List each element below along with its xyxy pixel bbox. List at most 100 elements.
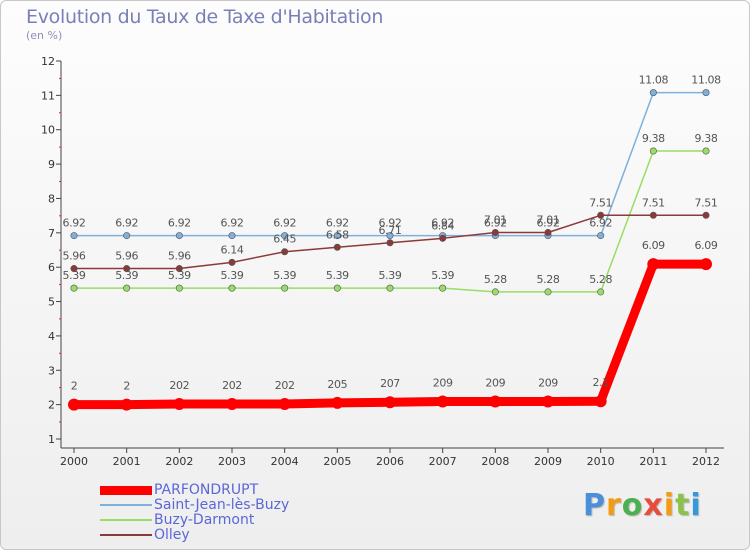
y-tick-label: 3: [48, 364, 55, 377]
data-label: 6.92: [431, 217, 454, 230]
data-label: 6.92: [537, 217, 560, 230]
legend-label: Buzy-Darmont: [154, 512, 255, 528]
brand-letter: r: [606, 488, 622, 523]
data-label: 5.39: [115, 269, 138, 282]
data-label: 5.39: [379, 269, 402, 282]
data-point: [649, 89, 657, 97]
data-label: 6.92: [589, 217, 612, 230]
y-tick-label: 4: [48, 330, 55, 343]
y-tick-label: 5: [48, 296, 55, 309]
data-label: 5.28: [484, 273, 507, 286]
y-tick-label: 10: [41, 124, 55, 137]
data-point: [491, 228, 499, 236]
data-label: 6.45: [273, 233, 296, 246]
series-line-saint-jean-l-s-buzy: [73, 91, 707, 237]
data-label: 7.51: [695, 196, 718, 209]
data-label: 2: [71, 380, 78, 393]
data-label: 11.08: [639, 74, 669, 87]
data-point: [278, 397, 291, 410]
data-label: 7.51: [642, 196, 665, 209]
chart-unit: (en %): [26, 29, 63, 42]
y-tick-label: 9: [48, 158, 55, 171]
data-point: [649, 211, 657, 219]
x-tick-label: 2009: [534, 455, 562, 468]
data-label: 5.39: [273, 269, 296, 282]
proxiti-logo: Proxiti: [583, 488, 702, 523]
legend-label: Olley: [154, 527, 190, 543]
data-point: [228, 258, 236, 266]
data-point: [597, 211, 605, 219]
x-tick-label: 2007: [429, 455, 457, 468]
y-tick-label: 7: [48, 227, 55, 240]
data-point: [544, 288, 552, 296]
data-label: 209: [538, 377, 558, 390]
x-tick-label: 2000: [60, 455, 88, 468]
x-tick-label: 2012: [692, 455, 720, 468]
legend-label: PARFONDRUPT: [154, 482, 259, 498]
data-label: 209: [485, 377, 505, 390]
data-point: [544, 228, 552, 236]
data-point: [228, 284, 236, 292]
data-label: 5.39: [326, 269, 349, 282]
data-point: [333, 284, 341, 292]
data-label: 2: [123, 380, 130, 393]
brand-letter: i: [690, 488, 702, 523]
data-point: [702, 89, 710, 97]
data-point: [70, 284, 78, 292]
legend-swatch: [100, 519, 152, 521]
data-point: [700, 258, 712, 271]
data-point: [384, 396, 396, 409]
data-point: [175, 265, 183, 273]
data-label: 9.38: [695, 132, 718, 145]
data-point: [386, 232, 394, 240]
data-label: 5.39: [63, 269, 86, 282]
data-point: [386, 239, 394, 247]
brand-letter: o: [621, 488, 644, 523]
data-label: 5.96: [63, 250, 86, 263]
y-tick-label: 6: [48, 261, 55, 274]
data-label: 5.39: [431, 269, 454, 282]
data-label: 5.39: [168, 269, 191, 282]
data-label: 6.92: [63, 217, 86, 230]
y-tick-label: 2: [48, 399, 55, 412]
data-label: 5.96: [115, 250, 138, 263]
x-tick-label: 2006: [376, 455, 404, 468]
y-tick-label: 12: [41, 55, 55, 68]
data-label: 207: [380, 377, 400, 390]
data-label: 6.14: [221, 243, 244, 256]
x-tick-label: 2010: [587, 455, 615, 468]
data-label: 2.1: [593, 376, 609, 389]
data-label: 6.92: [221, 217, 244, 230]
brand-letter: x: [643, 488, 664, 523]
data-point: [439, 234, 447, 242]
data-point: [331, 396, 344, 409]
x-tick-label: 2001: [113, 455, 141, 468]
data-label: 5.39: [221, 269, 244, 282]
data-label: 6.71: [379, 224, 402, 237]
data-label: 202: [222, 379, 242, 392]
data-point: [436, 395, 449, 408]
data-label: 6.92: [326, 217, 349, 230]
data-label: 7.01: [484, 213, 507, 226]
data-label: 202: [169, 379, 189, 392]
legend-label: Saint-Jean-lès-Buzy: [154, 497, 290, 513]
data-point: [123, 284, 131, 292]
data-point: [281, 284, 289, 292]
data-label: 6.92: [168, 217, 191, 230]
data-point: [594, 395, 607, 408]
legend-swatch: [100, 534, 152, 536]
data-label: 6.09: [642, 239, 665, 252]
chart-title: Evolution du Taux de Taxe d'Habitation: [26, 6, 384, 28]
data-label: 202: [275, 379, 295, 392]
data-point: [228, 232, 236, 240]
data-point: [439, 284, 447, 292]
data-point: [173, 397, 186, 410]
data-label: 6.09: [695, 239, 718, 252]
data-point: [70, 232, 78, 240]
data-point: [120, 398, 133, 411]
x-tick-label: 2004: [271, 455, 299, 468]
x-tick-label: 2011: [639, 455, 667, 468]
data-point: [597, 288, 605, 296]
data-label: 6.92: [115, 217, 138, 230]
